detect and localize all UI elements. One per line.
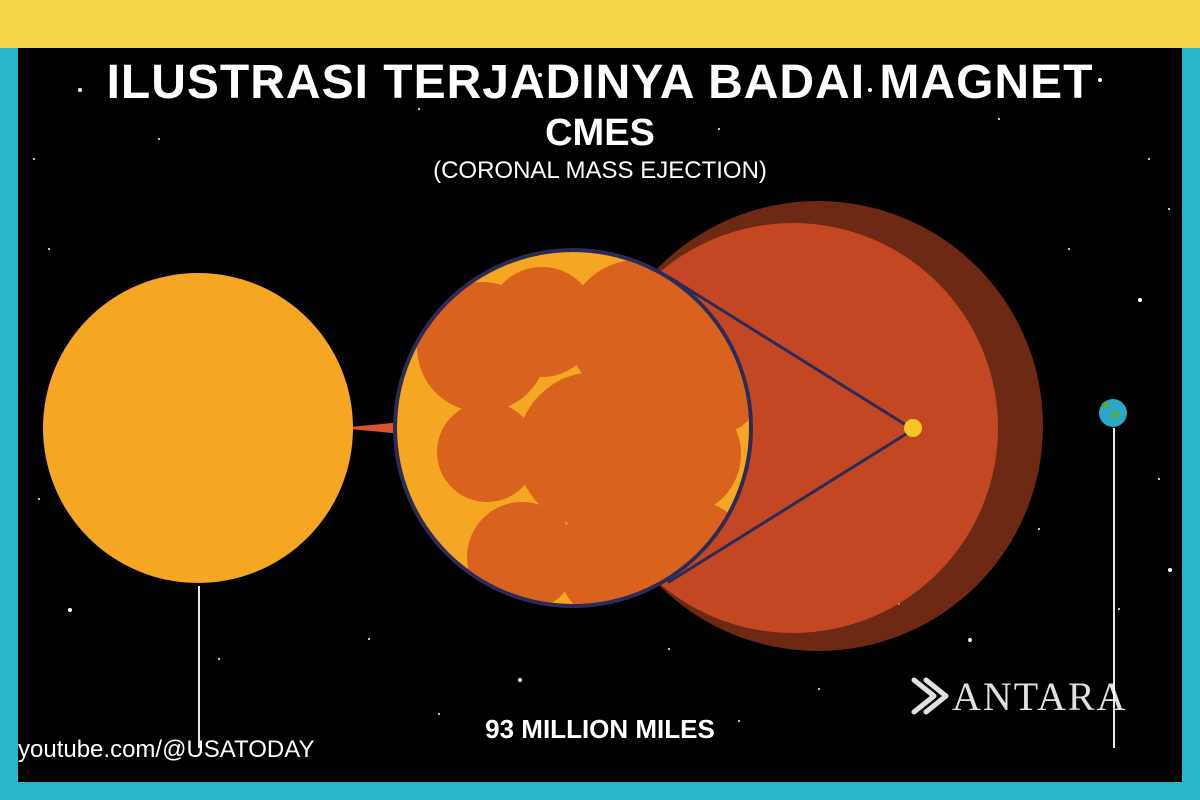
space-panel: ILUSTRASI TERJADINYA BADAI MAGNET CMES (… bbox=[18, 48, 1182, 782]
chevron-icon bbox=[908, 674, 952, 728]
mini-sun-icon bbox=[904, 419, 922, 437]
title-line-2: CMES bbox=[18, 112, 1182, 155]
antara-watermark: ANTARA bbox=[908, 673, 1127, 728]
earth-icon bbox=[1099, 399, 1127, 427]
outer-frame: ILUSTRASI TERJADINYA BADAI MAGNET CMES (… bbox=[0, 0, 1200, 800]
title-line-1: ILUSTRASI TERJADINYA BADAI MAGNET bbox=[18, 58, 1182, 108]
earth-land bbox=[1102, 402, 1110, 408]
sun-icon bbox=[43, 273, 353, 583]
watermark-text: ANTARA bbox=[952, 674, 1127, 719]
top-yellow-bar bbox=[0, 0, 1200, 48]
earth-land bbox=[1111, 411, 1120, 418]
title-block: ILUSTRASI TERJADINYA BADAI MAGNET CMES (… bbox=[18, 58, 1182, 185]
source-credit: youtube.com/@USATODAY bbox=[18, 736, 314, 764]
diagram-area: 93 MILLION MILES youtube.com/@USATODAY A… bbox=[18, 248, 1182, 782]
magnified-sun-surface bbox=[393, 248, 753, 608]
title-line-3: (CORONAL MASS EJECTION) bbox=[18, 157, 1182, 185]
